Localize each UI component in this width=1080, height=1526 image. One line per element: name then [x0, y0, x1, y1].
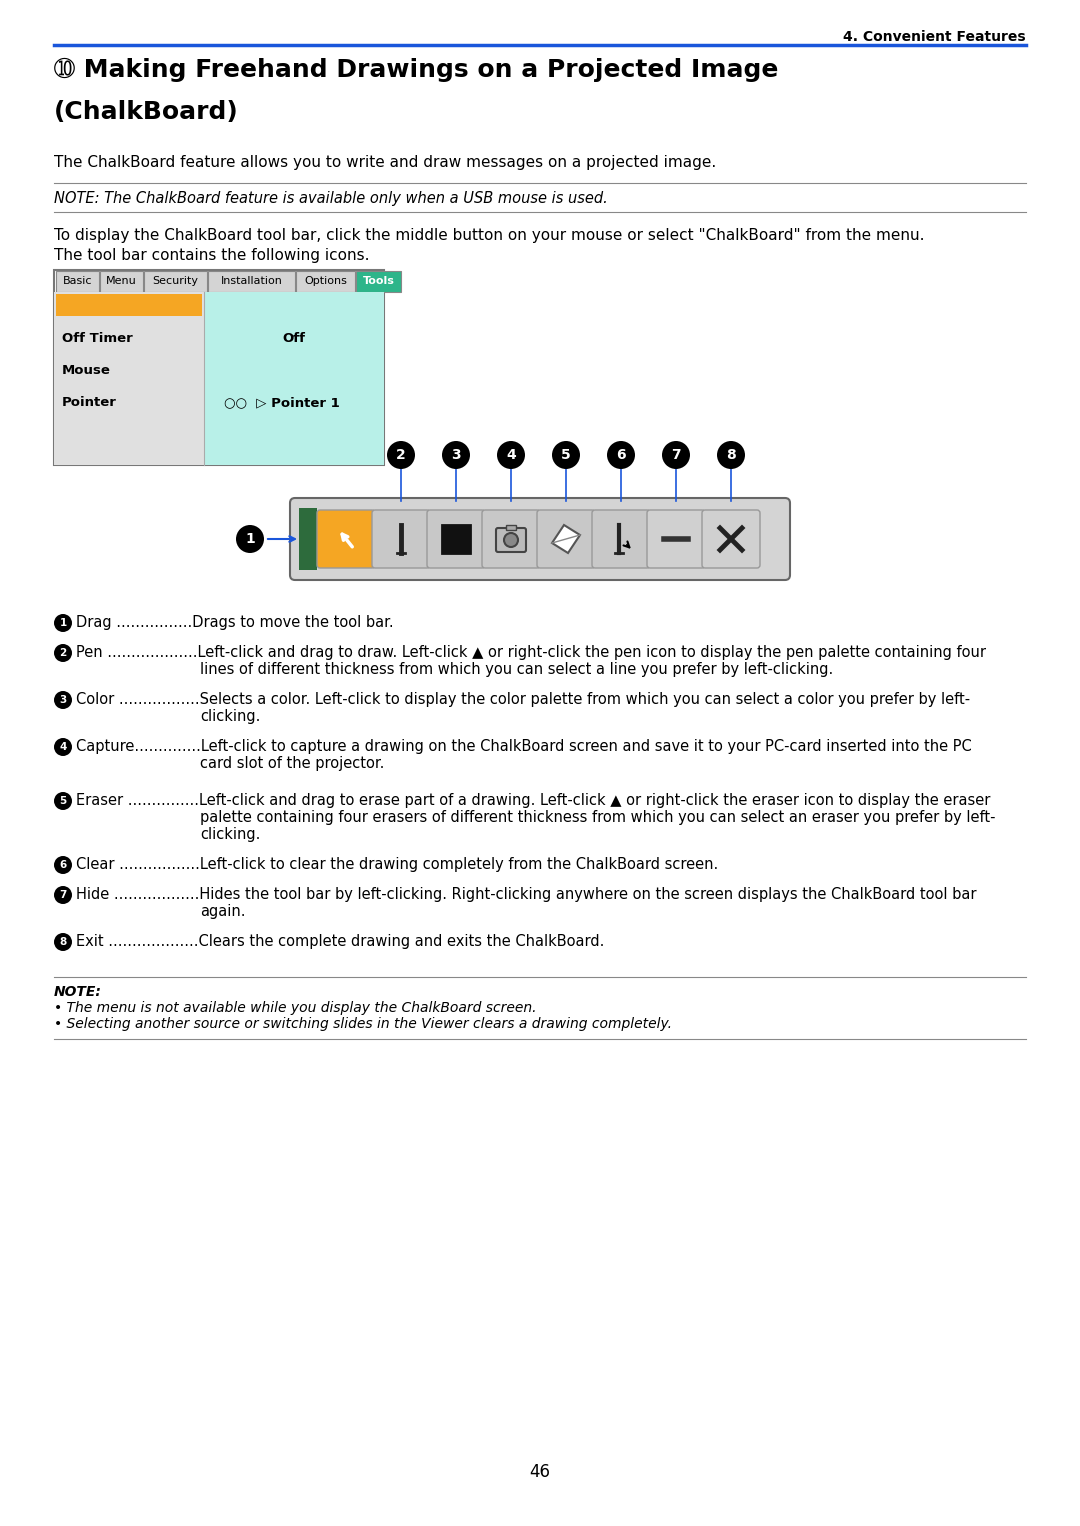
Text: 3: 3 [59, 694, 67, 705]
Text: Menu: Menu [106, 276, 137, 285]
Text: Off: Off [283, 333, 306, 345]
Circle shape [54, 739, 72, 755]
Text: 4. Convenient Features: 4. Convenient Features [843, 31, 1026, 44]
Circle shape [54, 613, 72, 632]
FancyBboxPatch shape [427, 510, 485, 568]
Text: Security: Security [152, 276, 199, 285]
Text: Installation: Installation [220, 276, 283, 285]
Text: palette containing four erasers of different thickness from which you can select: palette containing four erasers of diffe… [200, 810, 996, 826]
Bar [442, 525, 470, 552]
Bar [54, 291, 204, 465]
Text: lines of different thickness from which you can select a line you prefer by left: lines of different thickness from which … [200, 662, 834, 678]
Bar [54, 270, 384, 465]
Circle shape [387, 441, 415, 468]
Circle shape [717, 441, 745, 468]
Text: • The menu is not available while you display the ChalkBoard screen.: • The menu is not available while you di… [54, 1001, 537, 1015]
Text: ○○  ▷ Pointer 1: ○○ ▷ Pointer 1 [224, 397, 340, 409]
Text: card slot of the projector.: card slot of the projector. [200, 755, 384, 771]
Text: Options: Options [305, 276, 347, 285]
Text: 5: 5 [562, 449, 571, 462]
Text: 7: 7 [671, 449, 680, 462]
FancyBboxPatch shape [291, 497, 789, 580]
Text: (ChalkBoard): (ChalkBoard) [54, 101, 239, 124]
Text: 1: 1 [245, 533, 255, 546]
Text: Eraser ...............Left-click and drag to erase part of a drawing. Left-click: Eraser ...............Left-click and dra… [76, 794, 990, 807]
Text: Off Timer: Off Timer [62, 333, 133, 345]
Text: Hide ..................Hides the tool bar by left-clicking. Right-clicking anywh: Hide ..................Hides the tool ba… [76, 887, 976, 902]
Text: ➉ Making Freehand Drawings on a Projected Image: ➉ Making Freehand Drawings on a Projecte… [54, 58, 779, 82]
Text: Tools: Tools [363, 276, 394, 285]
Circle shape [54, 792, 72, 810]
Text: 6: 6 [59, 861, 67, 870]
Text: 8: 8 [59, 937, 67, 948]
Text: The ChalkBoard feature allows you to write and draw messages on a projected imag: The ChalkBoard feature allows you to wri… [54, 156, 716, 169]
Text: Clear .................Left-click to clear the drawing completely from the Chalk: Clear .................Left-click to cle… [76, 858, 718, 871]
Circle shape [442, 441, 470, 468]
Bar [356, 272, 401, 291]
Text: 4: 4 [59, 742, 67, 752]
FancyBboxPatch shape [318, 510, 375, 568]
Polygon shape [552, 525, 580, 552]
Bar [144, 272, 207, 291]
Text: Mouse: Mouse [62, 365, 111, 377]
Text: 6: 6 [617, 449, 625, 462]
Bar [296, 272, 355, 291]
Text: Pointer: Pointer [62, 397, 117, 409]
Bar [56, 272, 99, 291]
FancyBboxPatch shape [496, 528, 526, 552]
Bar [208, 272, 295, 291]
Text: Pen ...................Left-click and drag to draw. Left-click ▲ or right-click : Pen ...................Left-click and dr… [76, 645, 986, 661]
Text: 5: 5 [59, 797, 67, 806]
Text: Capture..............Left-click to capture a drawing on the ChalkBoard screen an: Capture..............Left-click to captu… [76, 739, 972, 754]
Text: NOTE:: NOTE: [54, 984, 102, 1000]
Text: 46: 46 [529, 1463, 551, 1482]
Circle shape [552, 441, 580, 468]
FancyBboxPatch shape [537, 510, 595, 568]
Text: clicking.: clicking. [200, 710, 260, 723]
Bar [56, 295, 202, 316]
Text: 3: 3 [451, 449, 461, 462]
Text: Color .................Selects a color. Left-click to display the color palette : Color .................Selects a color. … [76, 691, 970, 707]
Circle shape [54, 644, 72, 662]
FancyBboxPatch shape [702, 510, 760, 568]
FancyBboxPatch shape [592, 510, 650, 568]
Circle shape [54, 691, 72, 710]
Text: Drag ................Drags to move the tool bar.: Drag ................Drags to move the t… [76, 615, 393, 630]
Text: The tool bar contains the following icons.: The tool bar contains the following icon… [54, 249, 369, 262]
Circle shape [237, 525, 264, 552]
Text: ChalkBoard: ChalkBoard [62, 301, 148, 313]
Text: 1: 1 [59, 618, 67, 629]
Text: 7: 7 [59, 890, 67, 900]
Circle shape [497, 441, 525, 468]
Text: NOTE: The ChalkBoard feature is available only when a USB mouse is used.: NOTE: The ChalkBoard feature is availabl… [54, 191, 608, 206]
Text: 2: 2 [59, 649, 67, 658]
FancyBboxPatch shape [482, 510, 540, 568]
Text: 8: 8 [726, 449, 735, 462]
Circle shape [662, 441, 690, 468]
Circle shape [54, 932, 72, 951]
Text: clicking.: clicking. [200, 827, 260, 842]
Bar [299, 508, 318, 571]
Bar [100, 272, 143, 291]
FancyBboxPatch shape [647, 510, 705, 568]
Text: 4: 4 [507, 449, 516, 462]
Text: Exit ...................Clears the complete drawing and exits the ChalkBoard.: Exit ...................Clears the compl… [76, 934, 605, 949]
Text: Basic: Basic [63, 276, 92, 285]
Text: To display the ChalkBoard tool bar, click the middle button on your mouse or sel: To display the ChalkBoard tool bar, clic… [54, 227, 924, 243]
Bar [507, 525, 516, 530]
Circle shape [54, 856, 72, 874]
FancyBboxPatch shape [372, 510, 430, 568]
Text: 2: 2 [396, 449, 406, 462]
Circle shape [54, 887, 72, 903]
Text: again.: again. [200, 903, 245, 919]
Bar [204, 291, 384, 465]
Circle shape [504, 533, 518, 546]
Text: • Selecting another source or switching slides in the Viewer clears a drawing co: • Selecting another source or switching … [54, 1016, 672, 1032]
Circle shape [607, 441, 635, 468]
